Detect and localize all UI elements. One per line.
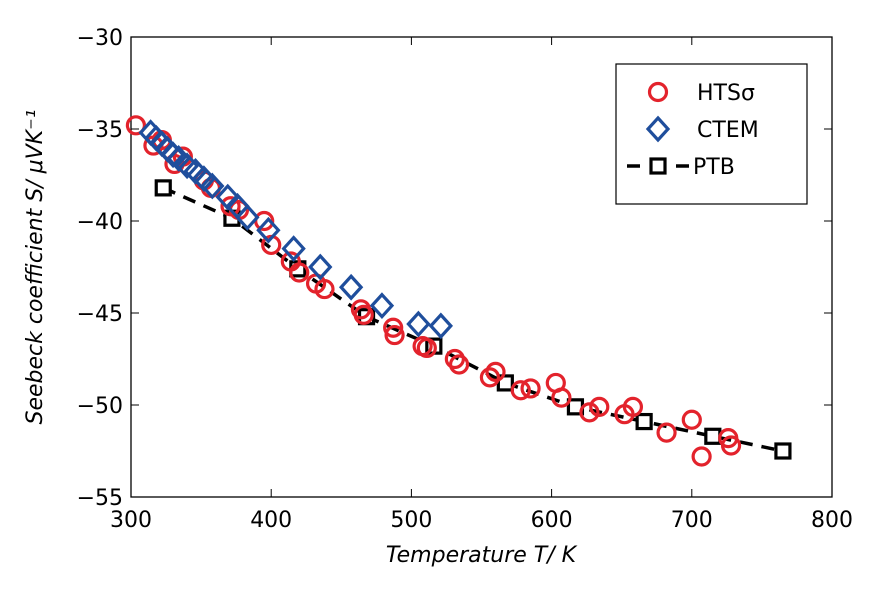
y-tick-label: −35	[77, 118, 123, 143]
legend-label: CTEM	[697, 118, 759, 143]
data-point	[383, 317, 404, 338]
data-point	[154, 179, 172, 197]
data-point	[691, 446, 712, 467]
axes-frame	[130, 36, 833, 498]
x-axis-title: Temperature T/ K	[386, 543, 578, 568]
x-axis: 300 400 500 600 700 800	[110, 37, 853, 533]
data-point	[428, 312, 454, 340]
data-point	[520, 378, 541, 399]
x-tick-label: 300	[110, 508, 152, 533]
series-ctem	[138, 119, 454, 340]
y-tick-label: −50	[77, 394, 123, 419]
legend-item-htss: HTSσ	[647, 81, 755, 106]
data-point	[308, 253, 333, 281]
data-point	[681, 409, 702, 430]
data-point	[384, 324, 405, 346]
data-point	[256, 216, 281, 244]
data-point	[622, 396, 644, 417]
y-tick-label: −30	[77, 26, 123, 51]
y-tick-label: −45	[77, 302, 123, 327]
legend: HTSσ CTEM PTB	[615, 63, 808, 205]
data-point	[510, 380, 531, 401]
x-tick-label: 500	[390, 508, 432, 533]
series-line	[162, 186, 784, 453]
x-tick-label: 600	[531, 508, 573, 533]
data-point	[200, 172, 225, 200]
x-tick-label: 800	[811, 508, 853, 533]
x-tick-label: 400	[250, 508, 292, 533]
data-point	[720, 435, 742, 456]
data-point	[479, 367, 501, 388]
data-point	[353, 304, 374, 325]
data-point	[704, 427, 722, 445]
data-point	[774, 442, 792, 460]
data-point	[314, 278, 335, 300]
data-point	[635, 412, 653, 431]
plot-area	[130, 36, 833, 498]
data-point	[160, 141, 186, 169]
data-point	[125, 115, 147, 136]
legend-item-ptb: PTB	[627, 155, 735, 180]
data-point	[579, 402, 600, 423]
data-point	[416, 337, 437, 359]
legend-label: HTSσ	[697, 81, 755, 106]
data-point	[656, 422, 677, 443]
legend-square-marker-icon	[649, 157, 667, 175]
y-tick-label: −40	[77, 210, 123, 235]
legend-circle-marker-icon	[647, 81, 669, 103]
series-layer	[125, 115, 792, 467]
data-point	[235, 203, 260, 231]
y-tick-label: −55	[77, 486, 123, 511]
data-point	[448, 354, 470, 375]
data-point	[485, 361, 506, 382]
legend-label: PTB	[693, 155, 735, 180]
data-point	[281, 235, 306, 262]
data-point	[369, 292, 395, 320]
data-point	[551, 387, 572, 408]
data-point	[589, 396, 610, 417]
x-tick-label: 700	[671, 508, 713, 533]
data-point	[406, 310, 431, 338]
y-axis-title: Seebeck coefficient S/ μVK⁻¹	[23, 109, 48, 424]
legend-diamond-marker-icon	[645, 115, 671, 143]
legend-item-ctem: CTEM	[645, 115, 759, 143]
legend-box	[615, 63, 808, 205]
data-point	[338, 273, 364, 301]
data-point	[289, 262, 310, 283]
y-axis: −30 −35 −40 −45 −50 −55	[77, 26, 832, 511]
